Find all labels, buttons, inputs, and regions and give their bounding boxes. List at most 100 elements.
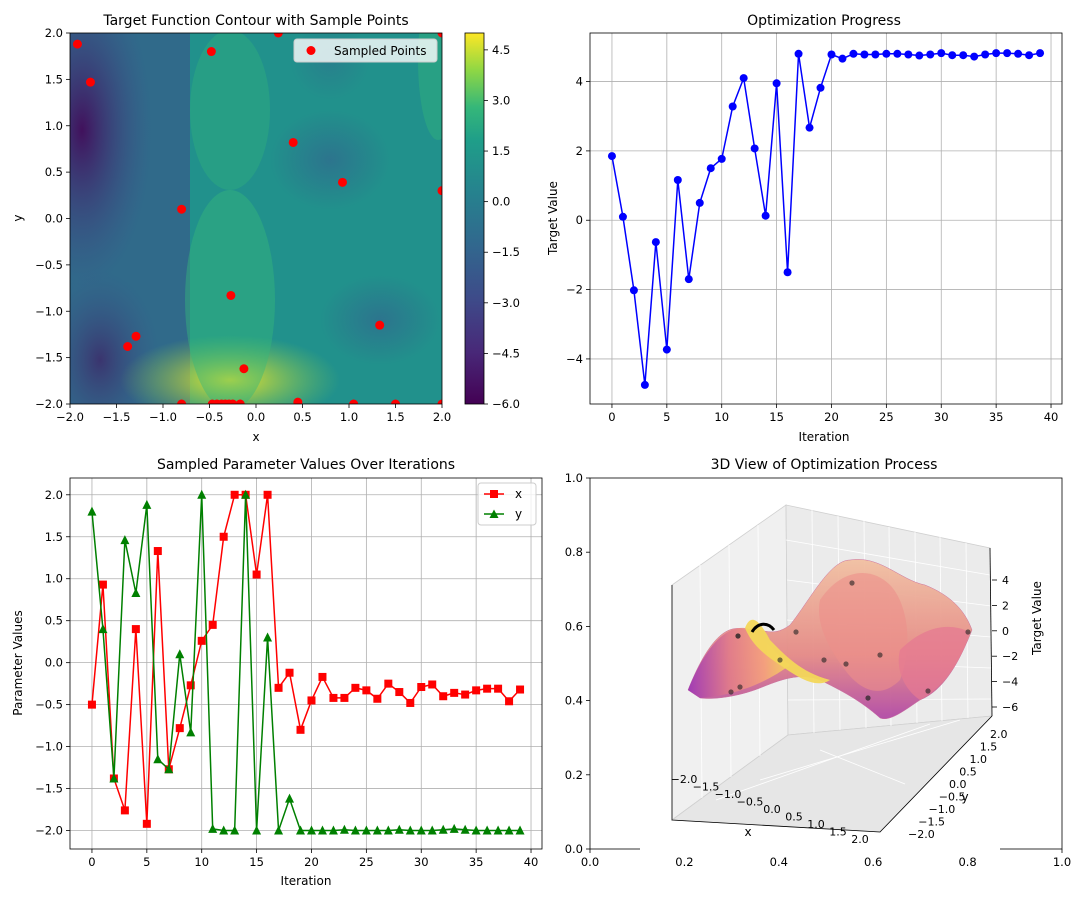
series-point-x: [472, 686, 481, 695]
progress-point: [871, 50, 880, 59]
progress-point: [1036, 49, 1045, 58]
sampled-point: [437, 33, 442, 38]
y-tick-label: −2.0: [35, 824, 63, 838]
surface-points: [728, 580, 971, 701]
progress-line: [611, 52, 1041, 386]
sampled-points: [72, 33, 442, 404]
series-point-y: [263, 632, 273, 642]
series-point-x: [219, 532, 228, 541]
outer-x-tick-label: 0.2: [675, 855, 693, 869]
outer-x-tick-label: 0.6: [864, 855, 882, 869]
surface3d-xlabel: x: [744, 825, 751, 839]
outer-y-tick-label: 0.2: [565, 768, 583, 782]
progress-title: Optimization Progress: [747, 13, 901, 29]
y-tick-label: −1.5: [35, 782, 63, 796]
z3d-tick-label: −2: [1002, 650, 1018, 663]
surface-point: [728, 689, 734, 695]
series-point-y: [317, 825, 327, 835]
progress-point: [882, 49, 891, 58]
params-legend: x y: [477, 482, 537, 526]
series-point-y: [306, 825, 316, 835]
series-point-y: [252, 825, 262, 835]
sampled-point: [437, 186, 442, 196]
series-point-y: [416, 825, 426, 835]
surface3d-zlabel: Target Value: [1030, 581, 1044, 656]
series-point-y: [164, 764, 174, 774]
x-tick-label: 5: [663, 410, 670, 424]
surface-point: [777, 657, 783, 663]
sampled-point: [293, 397, 303, 404]
progress-point: [629, 286, 638, 295]
progress-point: [662, 345, 671, 354]
progress-point: [651, 238, 660, 247]
series-point-x: [208, 620, 217, 629]
surface-point: [925, 688, 931, 694]
series-point-y: [230, 825, 240, 835]
series-point-x: [87, 700, 96, 709]
x-tick-label: 25: [879, 410, 894, 424]
series-point-x: [131, 625, 140, 634]
sampled-point: [349, 399, 359, 404]
y3d-tick-label: −0.5: [939, 791, 966, 804]
surface3d-ylabel: y: [961, 790, 968, 804]
sampled-point: [85, 77, 95, 87]
series-point-y: [438, 824, 448, 834]
x3d-tick-label: 1.5: [829, 826, 847, 839]
y3d-tick-label: −2.0: [908, 828, 935, 841]
x-tick-label: −1.5: [103, 410, 131, 424]
y-tick-label: 0.5: [45, 165, 63, 179]
series-point-x: [428, 680, 437, 689]
contour-axes: −2.0−2.0 −1.5 −1.5 −1.0 −1.0 −0.5 −0.5 0.0 0.0 0.…: [35, 26, 451, 424]
series-point-x: [505, 697, 514, 706]
series-point-x: [98, 580, 107, 589]
sampled-point: [123, 341, 133, 351]
x3d-tick-label: 0.5: [785, 811, 803, 824]
series-point-y: [361, 825, 371, 835]
legend-label: Sampled Points: [334, 44, 426, 58]
surface-point: [965, 629, 971, 635]
series-point-y: [449, 823, 459, 833]
series-point-y: [372, 825, 382, 835]
series-point-y: [120, 535, 130, 545]
x-tick-label: 20: [304, 855, 319, 869]
series-point-y: [339, 824, 349, 834]
progress-point: [937, 49, 946, 58]
series-point-x: [230, 490, 239, 499]
sampled-point: [131, 331, 141, 341]
contour-title: Target Function Contour with Sample Poin…: [102, 13, 408, 29]
x-tick-label: 35: [989, 410, 1004, 424]
surface-point: [737, 684, 743, 690]
series-line-x: [91, 494, 521, 824]
progress-point: [827, 50, 836, 59]
y-tick-label: 2.0: [45, 26, 63, 40]
colorbar-tick-label: 1.5: [492, 144, 510, 158]
params-title: Sampled Parameter Values Over Iterations: [157, 457, 455, 473]
x-tick-label: 40: [524, 855, 539, 869]
y-tick-label: 1.5: [45, 530, 63, 544]
series-point-y: [175, 649, 185, 659]
sampled-point: [72, 39, 82, 49]
y-tick-label: 0: [576, 213, 583, 227]
x-tick-label: 0.0: [247, 410, 265, 424]
surface3d-title: 3D View of Optimization Process: [711, 457, 938, 473]
contour-legend: Sampled Points: [293, 38, 438, 63]
series-point-x: [395, 688, 404, 697]
series-point-y: [460, 824, 470, 834]
series-point-y: [394, 824, 404, 834]
legend-y-label: y: [515, 507, 522, 521]
progress-point: [1025, 51, 1034, 60]
y-tick-label: −1.0: [35, 304, 63, 318]
progress-point: [992, 49, 1001, 58]
y-tick-label: 1.5: [45, 72, 63, 86]
series-point-x: [175, 724, 184, 733]
series-line-y: [91, 494, 521, 832]
series-point-y: [87, 506, 97, 516]
contour-xlabel: x: [252, 430, 259, 444]
progress-point: [684, 275, 693, 284]
series-point-x: [186, 681, 195, 690]
sampled-point: [228, 399, 238, 404]
z3d-tick-label: 4: [1002, 574, 1009, 587]
series-point-x: [406, 698, 415, 707]
x3d-tick-label: 0.0: [763, 803, 781, 816]
progress-point: [926, 50, 935, 59]
